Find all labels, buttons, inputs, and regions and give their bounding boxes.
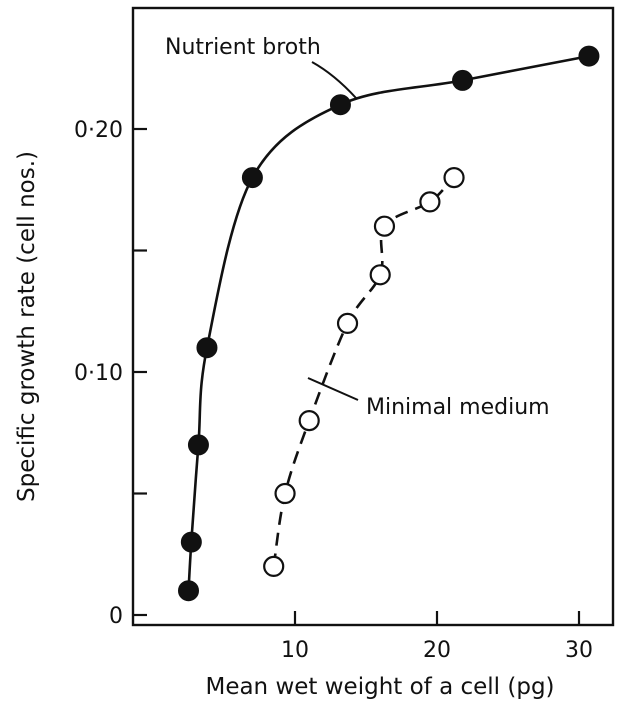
y-tick-label: 0·20 bbox=[74, 118, 123, 143]
data-point bbox=[298, 410, 320, 432]
data-points bbox=[178, 45, 600, 602]
x-tick-label: 10 bbox=[281, 638, 309, 663]
annotation-leader bbox=[307, 377, 359, 401]
data-point bbox=[369, 264, 391, 286]
x-axis-title: Mean wet weight of a cell (pg) bbox=[205, 674, 554, 700]
curves bbox=[187, 54, 590, 591]
annotation-nutrient-broth: Nutrient broth bbox=[165, 35, 321, 60]
series-line-1 bbox=[272, 173, 465, 567]
data-point bbox=[241, 167, 263, 189]
series-line-0 bbox=[187, 54, 590, 591]
data-point bbox=[373, 215, 396, 237]
x-tick-label: 20 bbox=[423, 638, 451, 663]
data-point bbox=[443, 167, 465, 189]
x-tick-label: 30 bbox=[565, 638, 593, 663]
data-point bbox=[196, 337, 218, 359]
plot-frame bbox=[131, 6, 615, 627]
y-tick-label: 0 bbox=[109, 604, 123, 629]
data-point bbox=[452, 69, 474, 91]
data-point bbox=[178, 580, 199, 602]
data-point bbox=[274, 482, 296, 505]
data-point bbox=[180, 531, 202, 553]
data-point bbox=[419, 191, 441, 213]
axes: 0 0·10 0·20 10 20 30 bbox=[74, 6, 615, 663]
data-point bbox=[336, 312, 359, 334]
annotation-minimal-medium: Minimal medium bbox=[366, 395, 550, 420]
annotation-leader bbox=[311, 61, 357, 99]
data-point bbox=[329, 94, 351, 116]
y-axis-title: Specific growth rate (cell nos.) bbox=[14, 151, 40, 502]
labels: Mean wet weight of a cell (pg) Specific g… bbox=[14, 35, 555, 700]
data-point bbox=[578, 45, 600, 67]
data-point bbox=[187, 434, 209, 456]
y-tick-label: 0·10 bbox=[74, 361, 123, 386]
data-point bbox=[263, 555, 285, 578]
